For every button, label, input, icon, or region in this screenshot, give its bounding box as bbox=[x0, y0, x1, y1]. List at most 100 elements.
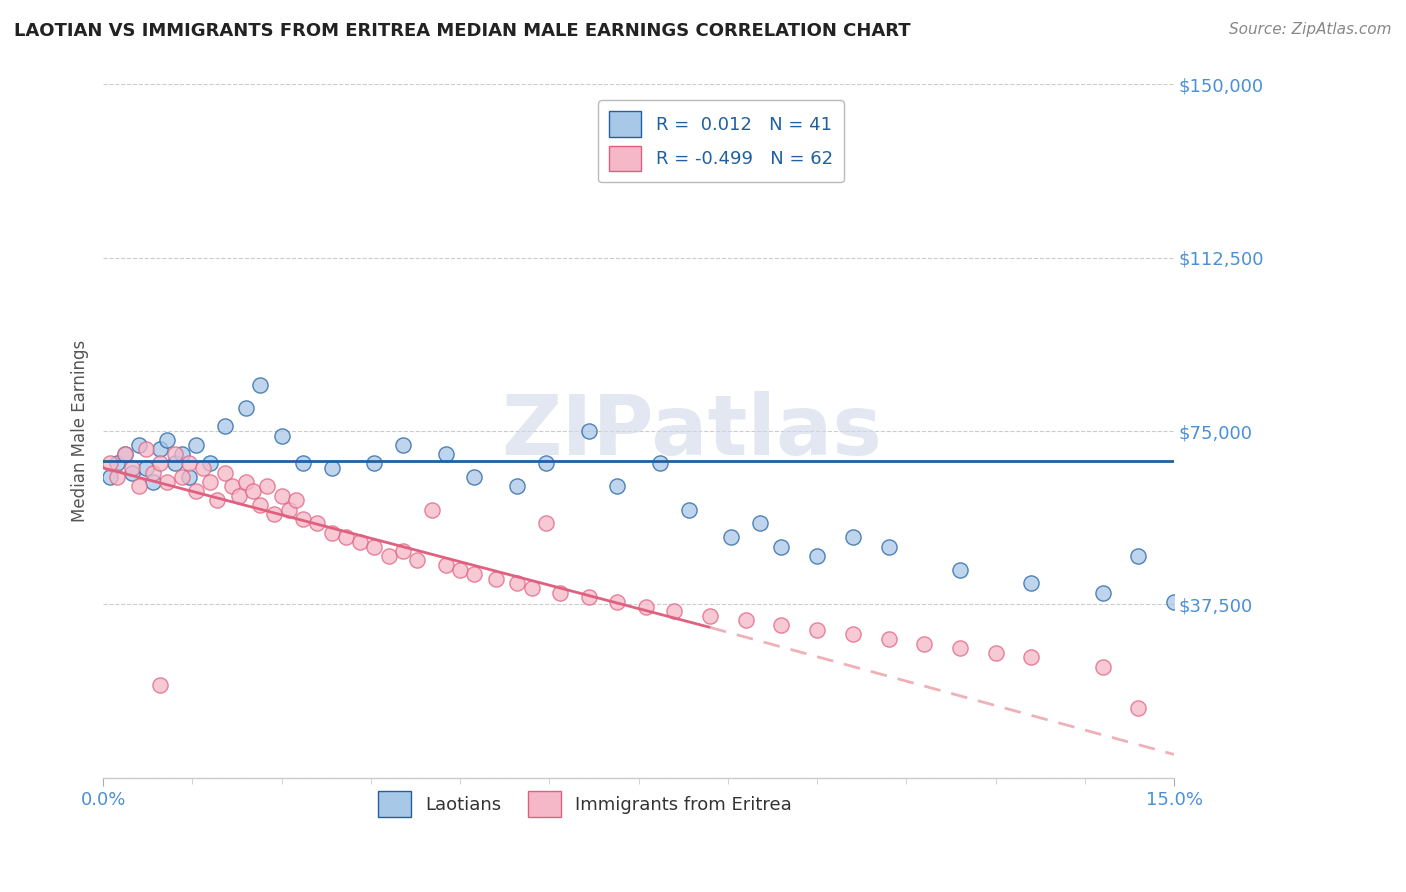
Point bbox=[292, 512, 315, 526]
Point bbox=[135, 461, 157, 475]
Point bbox=[406, 553, 429, 567]
Point bbox=[321, 525, 343, 540]
Point bbox=[114, 447, 136, 461]
Point bbox=[420, 502, 443, 516]
Point bbox=[349, 535, 371, 549]
Point bbox=[156, 434, 179, 448]
Point bbox=[307, 516, 329, 531]
Point bbox=[770, 540, 793, 554]
Point bbox=[270, 428, 292, 442]
Point bbox=[114, 447, 136, 461]
Point bbox=[842, 530, 865, 544]
Point bbox=[699, 608, 721, 623]
Point bbox=[1128, 701, 1150, 715]
Text: Source: ZipAtlas.com: Source: ZipAtlas.com bbox=[1229, 22, 1392, 37]
Point bbox=[207, 493, 229, 508]
Point bbox=[142, 466, 165, 480]
Point bbox=[648, 456, 671, 470]
Point bbox=[912, 636, 935, 650]
Point bbox=[200, 475, 222, 489]
Point bbox=[156, 475, 179, 489]
Point bbox=[214, 419, 236, 434]
Point bbox=[249, 498, 271, 512]
Point bbox=[363, 456, 385, 470]
Point bbox=[377, 549, 399, 563]
Point bbox=[335, 530, 357, 544]
Point bbox=[664, 604, 686, 618]
Point bbox=[506, 576, 529, 591]
Point bbox=[678, 502, 700, 516]
Point bbox=[806, 623, 828, 637]
Point bbox=[149, 678, 172, 692]
Point bbox=[107, 470, 129, 484]
Y-axis label: Median Male Earnings: Median Male Earnings bbox=[72, 340, 89, 522]
Point bbox=[449, 563, 471, 577]
Point bbox=[98, 470, 121, 484]
Legend: Laotians, Immigrants from Eritrea: Laotians, Immigrants from Eritrea bbox=[371, 784, 799, 824]
Point bbox=[434, 447, 457, 461]
Point bbox=[200, 456, 222, 470]
Point bbox=[434, 558, 457, 572]
Point bbox=[1091, 585, 1114, 599]
Point bbox=[485, 572, 508, 586]
Point bbox=[277, 502, 299, 516]
Point bbox=[506, 479, 529, 493]
Point bbox=[149, 442, 172, 457]
Point bbox=[228, 489, 250, 503]
Point bbox=[1021, 576, 1043, 591]
Point bbox=[392, 438, 415, 452]
Point bbox=[177, 456, 200, 470]
Point bbox=[170, 447, 193, 461]
Point bbox=[149, 456, 172, 470]
Point bbox=[806, 549, 828, 563]
Point bbox=[734, 614, 756, 628]
Point bbox=[520, 581, 543, 595]
Point bbox=[534, 516, 557, 531]
Point bbox=[634, 599, 657, 614]
Point bbox=[606, 479, 628, 493]
Point bbox=[720, 530, 742, 544]
Point bbox=[163, 447, 186, 461]
Point bbox=[1021, 650, 1043, 665]
Point bbox=[191, 461, 214, 475]
Point bbox=[1163, 595, 1185, 609]
Point bbox=[1128, 549, 1150, 563]
Point bbox=[578, 424, 600, 438]
Point bbox=[184, 484, 207, 499]
Point bbox=[163, 456, 186, 470]
Point bbox=[128, 438, 150, 452]
Point bbox=[249, 377, 271, 392]
Point bbox=[121, 466, 143, 480]
Point bbox=[235, 401, 257, 415]
Text: ZIPatlas: ZIPatlas bbox=[502, 391, 883, 472]
Point bbox=[135, 442, 157, 457]
Point bbox=[749, 516, 772, 531]
Point bbox=[949, 641, 972, 656]
Point bbox=[463, 567, 485, 582]
Text: LAOTIAN VS IMMIGRANTS FROM ERITREA MEDIAN MALE EARNINGS CORRELATION CHART: LAOTIAN VS IMMIGRANTS FROM ERITREA MEDIA… bbox=[14, 22, 911, 40]
Point bbox=[606, 595, 628, 609]
Point bbox=[770, 618, 793, 632]
Point bbox=[292, 456, 315, 470]
Point bbox=[284, 493, 307, 508]
Point bbox=[256, 479, 278, 493]
Point bbox=[98, 456, 121, 470]
Point bbox=[877, 540, 900, 554]
Point bbox=[842, 627, 865, 641]
Point bbox=[984, 646, 1007, 660]
Point bbox=[363, 540, 385, 554]
Point bbox=[877, 632, 900, 646]
Point bbox=[221, 479, 243, 493]
Point bbox=[1091, 659, 1114, 673]
Point bbox=[263, 507, 285, 521]
Point bbox=[548, 585, 571, 599]
Point bbox=[242, 484, 264, 499]
Point bbox=[321, 461, 343, 475]
Point bbox=[235, 475, 257, 489]
Point bbox=[270, 489, 292, 503]
Point bbox=[534, 456, 557, 470]
Point bbox=[121, 461, 143, 475]
Point bbox=[184, 438, 207, 452]
Point bbox=[214, 466, 236, 480]
Point bbox=[463, 470, 485, 484]
